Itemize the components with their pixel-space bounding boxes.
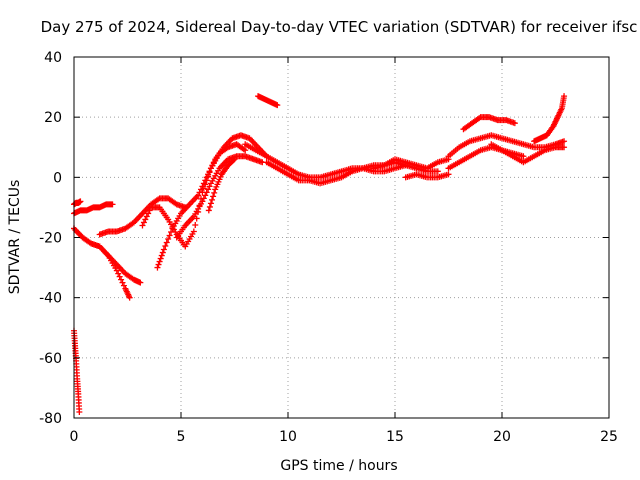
series-arc-s: [531, 93, 568, 145]
data-point: [140, 219, 147, 226]
data-point: [207, 200, 214, 207]
data-point: [158, 252, 165, 259]
x-tick-label: 5: [177, 429, 186, 445]
series-arc-r: [460, 114, 518, 133]
data-point: [211, 189, 218, 196]
y-tick-label: -20: [39, 231, 62, 247]
data-point: [120, 282, 127, 289]
x-tick-label: 15: [386, 429, 404, 445]
data-point: [162, 243, 169, 250]
data-point: [77, 198, 84, 205]
data-point: [205, 186, 212, 193]
data-point: [166, 232, 173, 239]
data-point: [113, 267, 120, 274]
data-point: [195, 192, 202, 199]
data-point: [200, 195, 207, 202]
y-axis-label: SDTVAR / TECUs: [7, 180, 23, 295]
data-point: [190, 228, 197, 235]
data-point: [199, 198, 206, 205]
series-arc-e: [96, 195, 189, 238]
data-point: [137, 279, 144, 286]
y-tick-label: -80: [39, 411, 62, 427]
data-point: [434, 168, 441, 175]
data-point: [156, 258, 163, 265]
data-point: [200, 185, 207, 192]
data-point: [109, 201, 116, 208]
data-point: [145, 210, 152, 217]
data-point: [163, 239, 170, 246]
y-tick-label: 20: [44, 110, 62, 126]
y-tick-label: 0: [53, 170, 62, 186]
data-point: [209, 196, 216, 203]
data-point: [520, 153, 527, 160]
data-point: [155, 261, 162, 268]
series-arc-j: [255, 93, 281, 109]
data-point: [157, 255, 164, 262]
x-tick-label: 10: [279, 429, 297, 445]
data-point: [160, 246, 167, 253]
data-point: [206, 183, 213, 190]
data-point: [165, 236, 172, 243]
series-arc-i: [205, 156, 238, 214]
series-arc-h: [173, 153, 266, 241]
data-point: [126, 294, 133, 301]
data-point: [142, 216, 149, 223]
data-point: [561, 144, 568, 151]
data-point: [230, 157, 237, 164]
data-point: [143, 213, 150, 220]
data-point: [206, 203, 213, 210]
series-arc-q: [488, 141, 568, 166]
series-arc-n: [402, 171, 452, 181]
data-point: [119, 279, 126, 286]
data-point: [511, 120, 518, 127]
data-point: [242, 147, 249, 154]
axis-ticks: 0 5 10 15 20 25 -80 -60 -40 -20 0 20 40: [39, 50, 618, 445]
data-point: [274, 102, 281, 109]
data-point: [146, 207, 153, 214]
x-tick-label: 20: [493, 429, 511, 445]
data-point: [159, 249, 166, 256]
series-arc-d: [71, 225, 144, 286]
grid: [74, 57, 609, 418]
data-point: [202, 181, 209, 188]
x-tick-label: 25: [600, 429, 618, 445]
series-arc-t: [71, 327, 83, 415]
data-point: [192, 221, 199, 228]
series-arc-b: [71, 198, 84, 208]
data-point: [210, 193, 217, 200]
data-point: [231, 156, 238, 163]
data-point: [206, 169, 213, 176]
data-point: [118, 276, 125, 283]
data-point: [115, 270, 122, 277]
data-point: [445, 171, 452, 178]
data-point: [116, 273, 123, 280]
data-point: [203, 189, 210, 196]
data-point: [205, 207, 212, 214]
data-point: [154, 264, 161, 271]
data-point: [139, 222, 146, 229]
data-point: [203, 177, 210, 184]
data-point: [76, 408, 83, 415]
y-tick-label: 40: [44, 50, 62, 66]
series-arc-m: [370, 156, 452, 172]
y-tick-label: -60: [39, 351, 62, 367]
data-point: [205, 173, 212, 180]
chart-title: Day 275 of 2024, Sidereal Day-to-day VTE…: [41, 18, 638, 36]
data-points: [71, 93, 568, 415]
y-tick-label: -40: [39, 291, 62, 307]
data-point: [561, 93, 568, 100]
x-axis-label: GPS time / hours: [280, 458, 397, 474]
data-point: [561, 138, 568, 145]
x-tick-label: 0: [70, 429, 79, 445]
data-point: [197, 186, 204, 193]
data-point: [202, 192, 209, 199]
